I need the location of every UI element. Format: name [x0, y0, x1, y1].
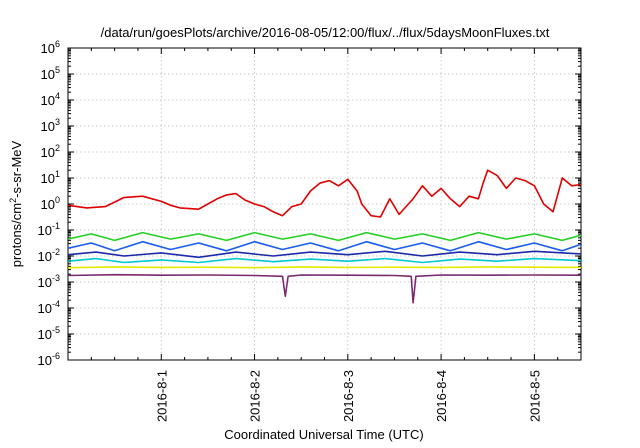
y-tick-label: 10-6	[38, 351, 60, 368]
y-tick-label-exponent: 0	[55, 195, 60, 205]
y-tick-label-exponent: -2	[52, 247, 60, 257]
y-axis-title-sup: 2	[8, 198, 18, 203]
y-tick-label-base: 10	[41, 41, 55, 56]
x-tick-label: 2016-8-4	[434, 370, 449, 422]
series-line-5	[68, 240, 581, 252]
y-tick-label: 104	[41, 91, 60, 108]
y-tick-label-exponent: -5	[52, 325, 60, 335]
y-tick-label-exponent: 2	[55, 143, 60, 153]
y-axis-title-prefix: protons/cm	[9, 203, 24, 267]
y-tick-label-base: 10	[41, 197, 55, 212]
series-line-7	[68, 169, 581, 218]
y-tick-label: 10-2	[38, 247, 60, 264]
y-tick-label-base: 10	[41, 67, 55, 82]
series-line-1	[68, 273, 581, 304]
axis-ticks	[68, 47, 582, 361]
y-tick-label: 10-4	[38, 299, 60, 316]
series-line-2	[68, 266, 581, 269]
y-tick-label-base: 10	[38, 223, 52, 238]
y-tick-label-exponent: 4	[55, 91, 60, 101]
y-tick-label-base: 10	[41, 171, 55, 186]
y-tick-labels: 10610510410310210110010-110-210-310-410-…	[38, 39, 60, 368]
y-tick-label-exponent: -1	[52, 221, 60, 231]
y-tick-label-exponent: 3	[55, 117, 60, 127]
x-tick-label: 2016-8-3	[341, 370, 356, 422]
y-axis-title-suffix: -s-sr-MeV	[9, 140, 24, 197]
y-tick-label-base: 10	[38, 353, 52, 368]
x-tick-label: 2016-8-5	[527, 370, 542, 422]
y-tick-label-base: 10	[41, 93, 55, 108]
y-tick-label-base: 10	[41, 119, 55, 134]
x-tick-label: 2016-8-1	[154, 370, 169, 422]
y-tick-label: 103	[41, 117, 60, 134]
series-group	[68, 169, 581, 304]
x-tick-labels: 2016-8-1 2016-8-2 2016-8-3 2016-8-4 2016-8-5	[154, 370, 542, 422]
y-tick-label-exponent: 6	[55, 39, 60, 49]
y-tick-label: 10-1	[38, 221, 60, 238]
y-tick-label-base: 10	[38, 301, 52, 316]
y-tick-label-exponent: 5	[55, 65, 60, 75]
y-tick-label-exponent: 1	[55, 169, 60, 179]
grid	[68, 48, 581, 360]
y-tick-label-base: 10	[38, 249, 52, 264]
chart-title: /data/run/goesPlots/archive/2016-08-05/1…	[101, 25, 550, 40]
y-tick-label-base: 10	[38, 327, 52, 342]
y-axis-title: protons/cm2-s-sr-MeV	[8, 140, 24, 267]
y-tick-label-base: 10	[38, 275, 52, 290]
y-tick-label-base: 10	[41, 145, 55, 160]
y-tick-label-exponent: -6	[52, 351, 60, 361]
x-tick-label: 2016-8-2	[248, 370, 263, 422]
x-axis-title: Coordinated Universal Time (UTC)	[224, 427, 423, 442]
y-tick-label: 10-5	[38, 325, 60, 342]
y-tick-label: 105	[41, 65, 60, 82]
y-tick-label: 102	[41, 143, 60, 160]
series-line-6	[68, 231, 581, 242]
series-line-4	[68, 250, 581, 259]
y-tick-label: 100	[41, 195, 60, 212]
series-line-3	[68, 257, 581, 264]
y-tick-label-exponent: -4	[52, 299, 60, 309]
y-tick-label-exponent: -3	[52, 273, 60, 283]
y-tick-label: 10-3	[38, 273, 60, 290]
y-tick-label: 101	[41, 169, 60, 186]
y-tick-label: 106	[41, 39, 60, 56]
